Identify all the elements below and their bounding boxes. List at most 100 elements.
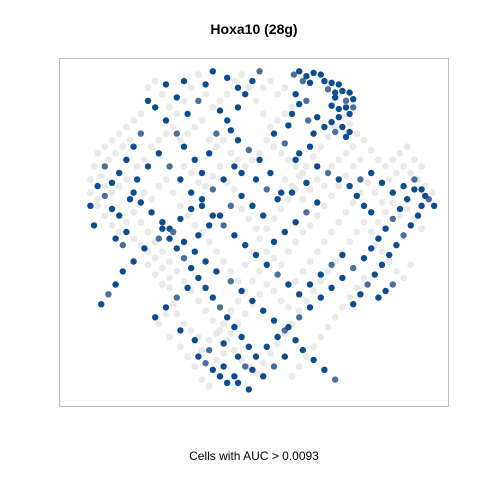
active-cell-point (368, 209, 375, 216)
active-cell-point (162, 304, 170, 311)
active-cell-point (346, 182, 353, 190)
active-cell-point (249, 202, 256, 209)
inactive-cell-point (159, 90, 166, 98)
active-cell-point (299, 346, 306, 354)
active-cell-point (378, 261, 386, 268)
inactive-cell-point (263, 225, 271, 233)
inactive-cell-point (169, 300, 177, 308)
active-cell-point (270, 317, 278, 324)
active-cell-point (411, 186, 418, 193)
active-cell-point (339, 123, 346, 131)
inactive-cell-point (123, 218, 130, 226)
active-cell-point (404, 196, 411, 203)
active-cell-point (220, 363, 227, 370)
inactive-cell-point (216, 97, 224, 105)
inactive-cell-point (321, 182, 328, 190)
active-cell-point (317, 271, 324, 278)
active-cell-point (414, 212, 422, 219)
inactive-cell-point (274, 117, 281, 124)
active-cell-point (292, 219, 299, 226)
inactive-cell-point (313, 248, 321, 256)
active-cell-point (288, 110, 296, 118)
active-cell-point (335, 176, 342, 183)
inactive-cell-point (177, 202, 184, 210)
inactive-cell-point (285, 195, 292, 203)
active-cell-point (364, 281, 371, 288)
inactive-cell-point (166, 258, 174, 265)
active-cell-point (101, 163, 109, 170)
inactive-cell-point (123, 176, 130, 183)
inactive-cell-point (429, 189, 436, 197)
active-cell-point (209, 212, 216, 219)
active-cell-point (137, 130, 144, 137)
active-cell-point (256, 68, 263, 75)
active-cell-point (378, 179, 386, 186)
inactive-cell-point (144, 228, 152, 236)
inactive-cell-point (155, 320, 163, 328)
inactive-cell-point (375, 156, 382, 164)
active-cell-point (224, 379, 231, 387)
inactive-cell-point (346, 120, 353, 128)
active-cell-point (418, 202, 425, 209)
active-cell-point (94, 182, 101, 190)
inactive-cell-point (299, 268, 307, 275)
inactive-cell-point (209, 172, 217, 180)
active-cell-point (285, 323, 292, 331)
active-cell-point (216, 373, 224, 380)
active-cell-point (173, 94, 180, 101)
active-cell-point (180, 77, 188, 85)
active-cell-point (274, 333, 281, 341)
active-cell-point (407, 222, 414, 229)
active-cell-point (166, 163, 173, 170)
active-cell-point (310, 356, 317, 364)
active-cell-point (299, 77, 306, 85)
active-cell-point (350, 104, 357, 111)
active-cell-point (180, 255, 188, 262)
active-cell-point (418, 186, 425, 193)
inactive-cell-point (184, 353, 192, 360)
active-cell-point (119, 241, 127, 249)
inactive-cell-point (191, 222, 199, 229)
active-cell-point (119, 268, 127, 275)
inactive-cell-point (173, 268, 181, 275)
inactive-cell-point (195, 297, 202, 305)
active-cell-point (198, 202, 206, 209)
active-cell-point (108, 179, 116, 186)
inactive-cell-point (411, 156, 418, 164)
active-cell-point (368, 245, 375, 252)
inactive-cell-point (231, 346, 238, 354)
active-cell-point (422, 192, 429, 200)
active-cell-point (144, 97, 152, 105)
inactive-cell-point (277, 205, 285, 213)
inactive-cell-point (195, 71, 202, 78)
active-cell-point (238, 287, 245, 295)
active-cell-point (209, 68, 216, 75)
active-cell-point (245, 386, 252, 393)
inactive-cell-point (400, 163, 407, 170)
inactive-cell-point (115, 228, 123, 236)
active-cell-point (346, 110, 353, 118)
active-cell-point (209, 366, 216, 373)
inactive-cell-point (227, 149, 235, 157)
active-cell-point (152, 104, 159, 111)
active-cell-point (202, 81, 209, 88)
active-cell-point (328, 284, 335, 291)
inactive-cell-point (205, 382, 213, 390)
active-cell-point (321, 77, 328, 85)
active-cell-point (152, 314, 159, 321)
chart-title: Hoxa10 (28g) (210, 21, 297, 37)
inactive-cell-point (367, 228, 375, 236)
inactive-cell-point (396, 149, 404, 157)
active-cell-point (357, 176, 364, 183)
inactive-cell-point (267, 350, 274, 357)
inactive-cell-point (245, 215, 253, 223)
active-cell-point (108, 205, 116, 213)
active-cell-point (328, 118, 335, 126)
inactive-cell-point (234, 156, 242, 164)
inactive-cell-point (220, 320, 228, 328)
active-cell-point (130, 258, 137, 265)
active-cell-point (285, 281, 292, 288)
active-cell-point (296, 150, 303, 157)
inactive-cell-point (378, 248, 386, 256)
active-cell-point (292, 91, 299, 98)
